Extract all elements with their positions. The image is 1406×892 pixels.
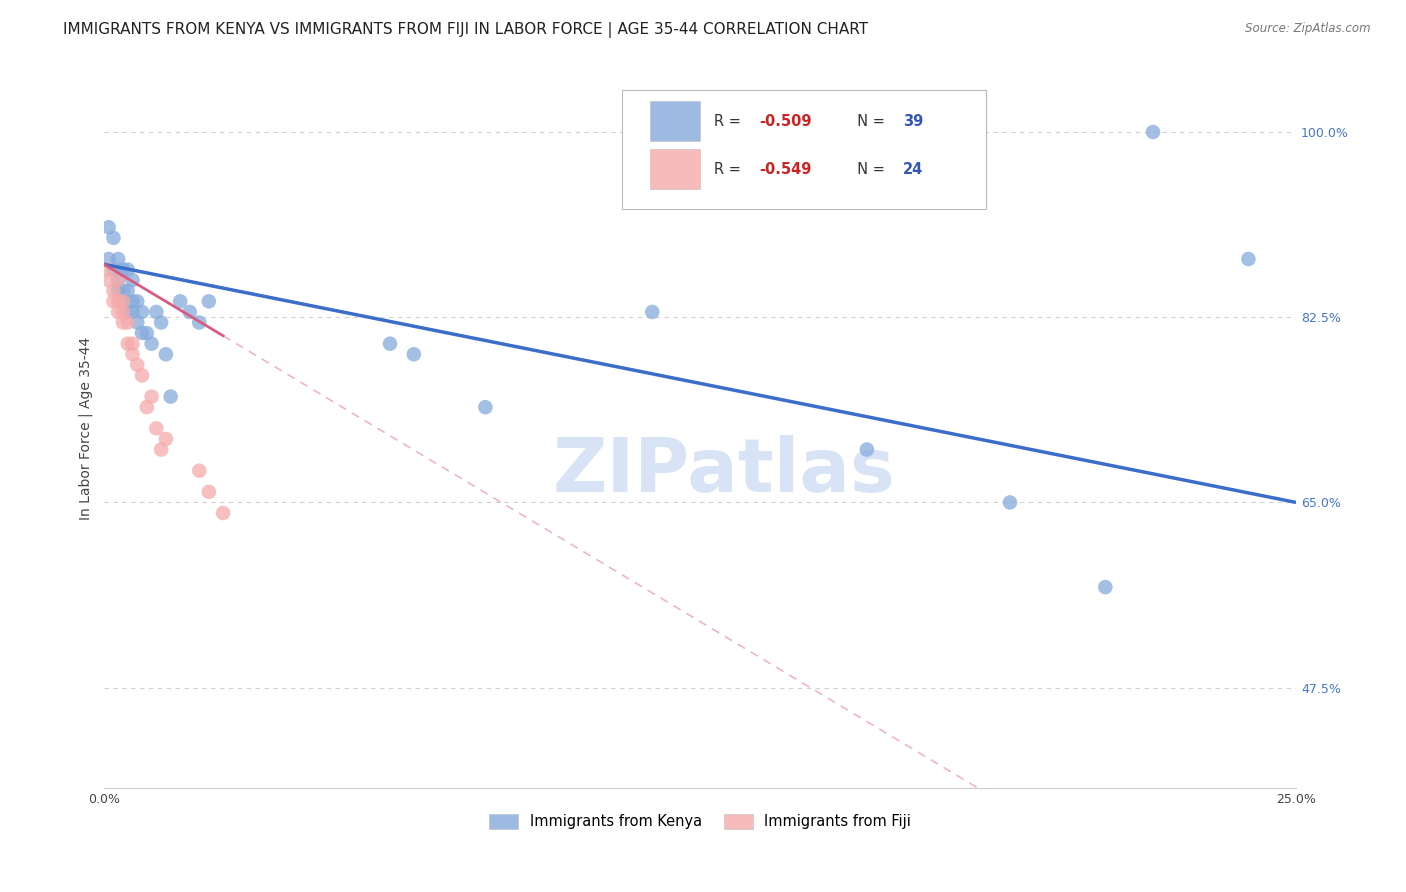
Point <box>402 347 425 361</box>
Point <box>111 294 134 309</box>
Text: R =: R = <box>714 113 745 128</box>
FancyBboxPatch shape <box>650 102 700 141</box>
Point <box>155 347 177 361</box>
Point <box>198 294 221 309</box>
Point <box>1237 252 1260 266</box>
Text: N =: N = <box>848 161 890 177</box>
Point <box>131 368 153 383</box>
Point <box>131 326 153 340</box>
Point <box>103 231 125 245</box>
Point <box>97 273 120 287</box>
Point <box>141 390 163 404</box>
Point <box>155 432 177 446</box>
Point <box>198 484 221 499</box>
Point <box>111 316 134 330</box>
Point <box>103 284 125 298</box>
Point <box>145 421 167 435</box>
FancyBboxPatch shape <box>623 90 986 209</box>
Point <box>179 305 201 319</box>
Point <box>121 305 143 319</box>
Text: ZIPatlas: ZIPatlas <box>553 435 896 508</box>
Point <box>107 284 129 298</box>
Point <box>121 294 143 309</box>
Point <box>103 294 125 309</box>
Point <box>474 400 496 414</box>
Point <box>145 305 167 319</box>
Legend: Immigrants from Kenya, Immigrants from Fiji: Immigrants from Kenya, Immigrants from F… <box>482 808 917 835</box>
Point <box>212 506 235 520</box>
Point <box>111 284 134 298</box>
Point <box>111 262 134 277</box>
Point <box>135 400 157 414</box>
Point <box>641 305 664 319</box>
Point <box>107 273 129 287</box>
Point <box>127 358 149 372</box>
Point <box>117 316 139 330</box>
Point <box>998 495 1021 509</box>
Text: -0.509: -0.509 <box>759 113 813 128</box>
Y-axis label: In Labor Force | Age 35-44: In Labor Force | Age 35-44 <box>79 337 93 520</box>
Point <box>159 390 181 404</box>
Point <box>1094 580 1116 594</box>
Point <box>117 305 139 319</box>
Point <box>121 273 143 287</box>
Text: IMMIGRANTS FROM KENYA VS IMMIGRANTS FROM FIJI IN LABOR FORCE | AGE 35-44 CORRELA: IMMIGRANTS FROM KENYA VS IMMIGRANTS FROM… <box>63 22 869 38</box>
Point <box>188 464 211 478</box>
Text: R =: R = <box>714 161 745 177</box>
Point <box>107 294 129 309</box>
Point <box>117 284 139 298</box>
Point <box>141 336 163 351</box>
Point <box>107 305 129 319</box>
Point <box>97 252 120 266</box>
Point <box>169 294 191 309</box>
Point <box>121 336 143 351</box>
Text: N =: N = <box>848 113 890 128</box>
Point <box>150 442 173 457</box>
Text: 24: 24 <box>903 161 922 177</box>
Point <box>103 262 125 277</box>
Text: Source: ZipAtlas.com: Source: ZipAtlas.com <box>1246 22 1371 36</box>
Point <box>135 326 157 340</box>
Point <box>111 294 134 309</box>
Text: 39: 39 <box>903 113 922 128</box>
Point <box>188 316 211 330</box>
Point <box>150 316 173 330</box>
Text: -0.549: -0.549 <box>759 161 813 177</box>
Point <box>127 316 149 330</box>
Point <box>107 252 129 266</box>
Point <box>378 336 401 351</box>
Point <box>97 220 120 235</box>
Point <box>121 347 143 361</box>
Point <box>1142 125 1164 139</box>
Point <box>97 262 120 277</box>
Point <box>856 442 879 457</box>
Point <box>127 294 149 309</box>
FancyBboxPatch shape <box>650 150 700 189</box>
Point <box>117 262 139 277</box>
Point <box>131 305 153 319</box>
Point <box>111 305 134 319</box>
Point <box>117 336 139 351</box>
Point <box>107 273 129 287</box>
